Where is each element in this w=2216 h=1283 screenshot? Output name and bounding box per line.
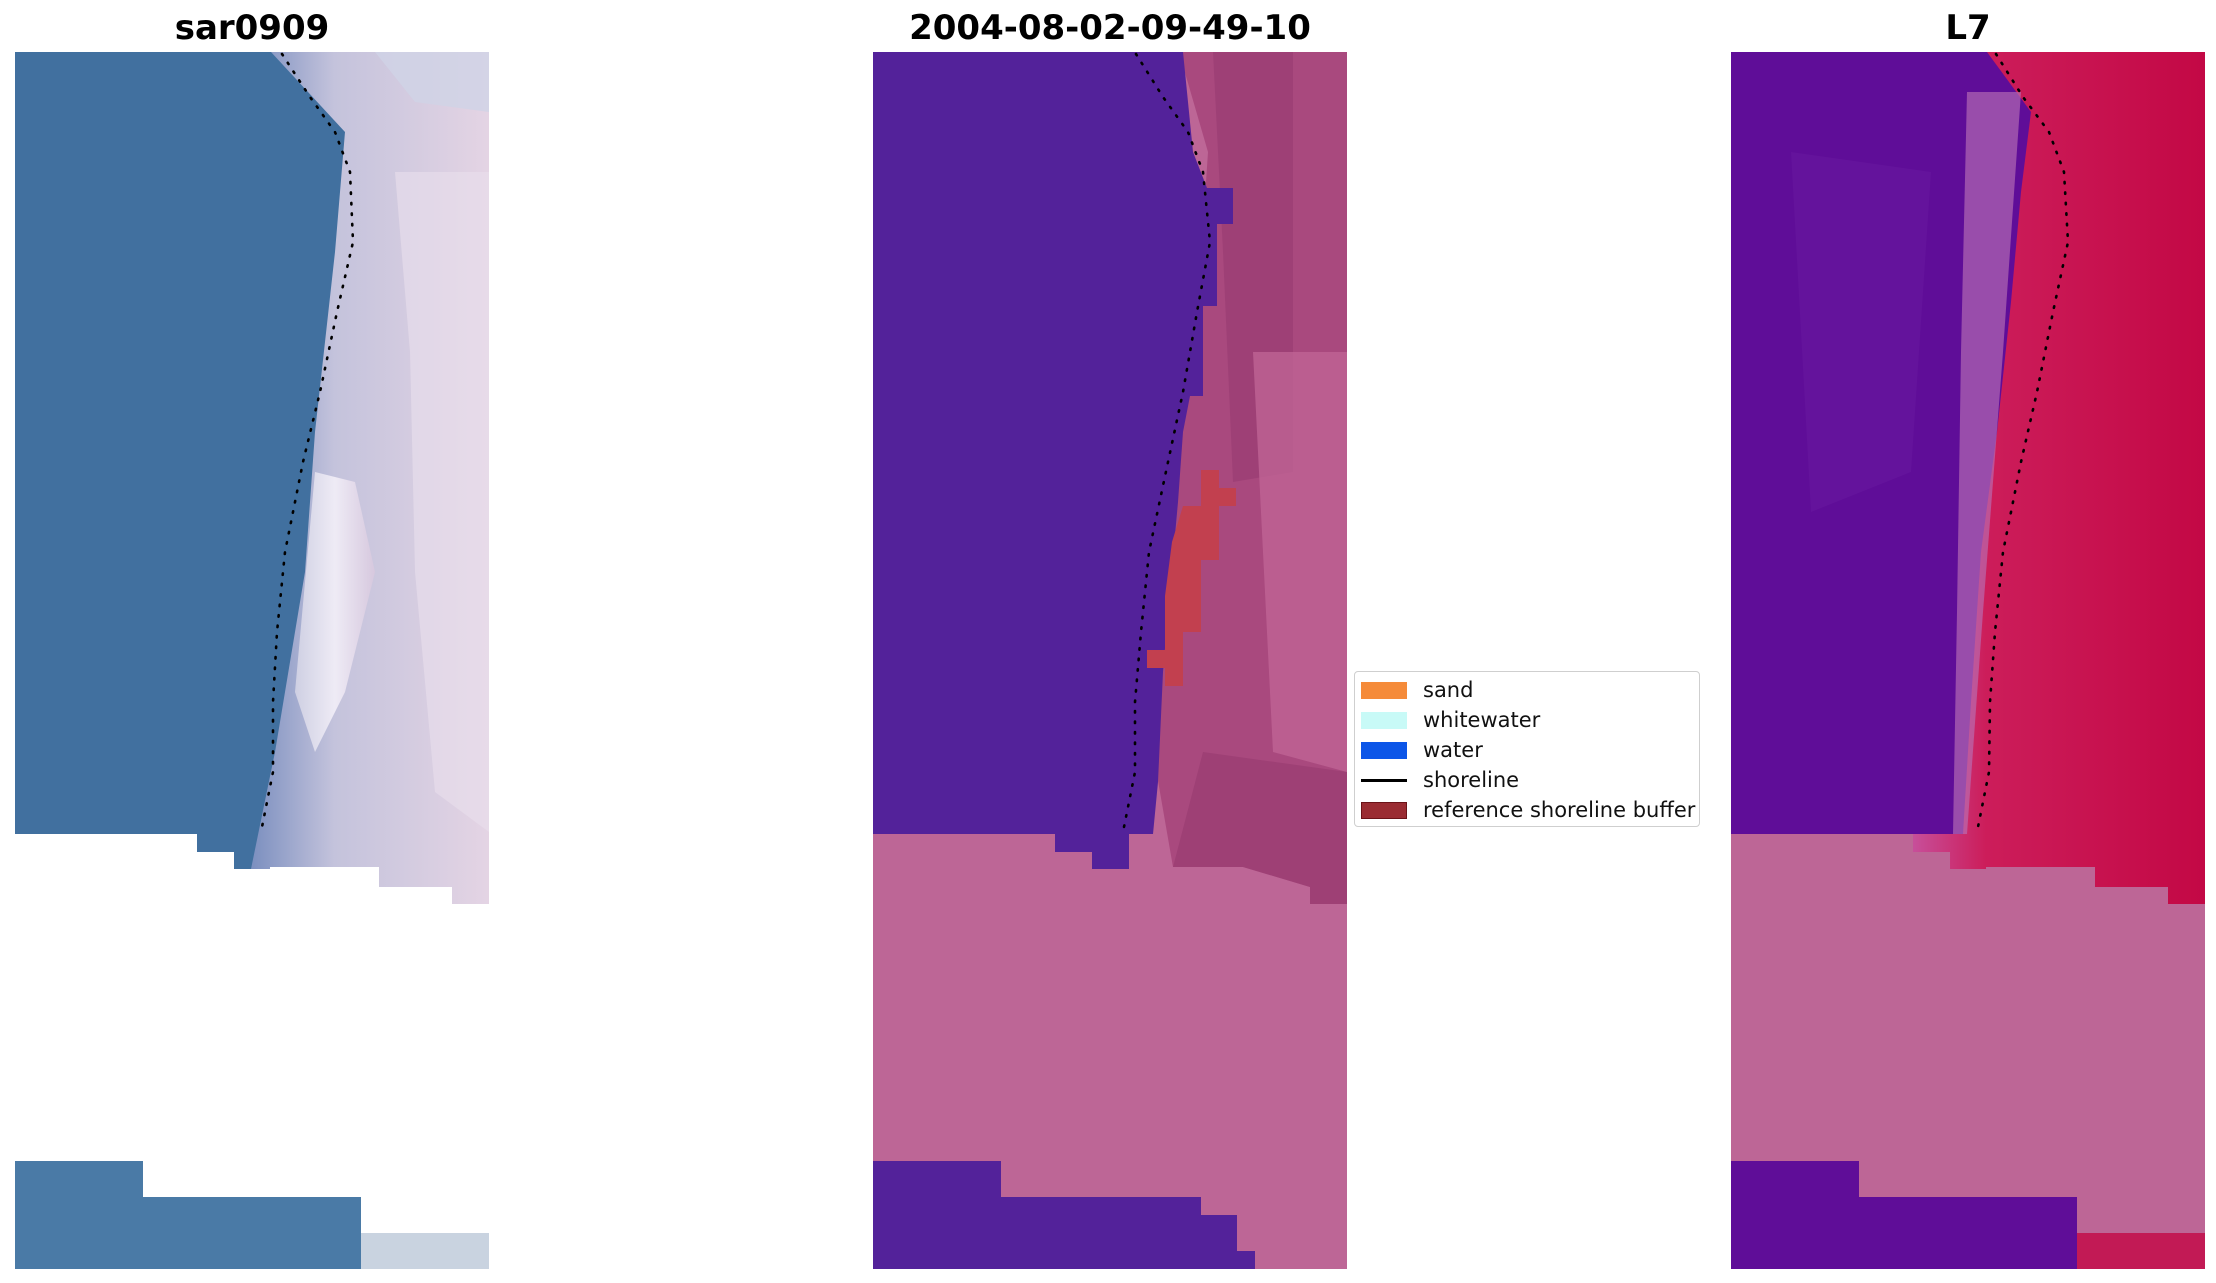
rgb-water-strip-bottom (15, 1161, 489, 1269)
legend-label-water: water (1423, 738, 1483, 762)
panel-title-classified: 2004-08-02-09-49-10 (909, 8, 1311, 48)
buffer-swatch (1361, 801, 1407, 819)
legend: sand whitewater water shoreline referenc… (1354, 671, 1700, 827)
classified-water-area (873, 52, 1255, 1269)
rgb-image-panel (15, 52, 489, 1269)
classified-buffer-area (1147, 470, 1236, 686)
legend-item-water: water (1361, 737, 1483, 763)
rgb-shoreline (259, 52, 355, 834)
rgb-beach-area (251, 52, 489, 904)
legend-item-buffer: reference shoreline buffer (1361, 797, 1695, 823)
classified-image-panel (873, 52, 1347, 1269)
nir-land-area (1913, 52, 2205, 1269)
nir-image-panel (1731, 52, 2205, 1269)
sand-swatch (1361, 681, 1407, 699)
whitewater-swatch (1361, 711, 1407, 729)
panel-title-nir: L7 (1945, 8, 1991, 48)
nir-shoreline (1975, 52, 2070, 834)
shoreline-line-sample (1361, 778, 1407, 782)
legend-item-sand: sand (1361, 677, 1473, 703)
legend-label-sand: sand (1423, 678, 1474, 702)
legend-item-whitewater: whitewater (1361, 707, 1540, 733)
legend-label-buffer: reference shoreline buffer (1423, 798, 1696, 822)
water-swatch (1361, 741, 1407, 759)
panel-title-rgb: sar0909 (174, 8, 330, 48)
legend-label-whitewater: whitewater (1423, 708, 1541, 732)
classified-shoreline (1121, 52, 1212, 834)
nir-lower-masked-area (1731, 834, 2205, 1233)
legend-item-shoreline: shoreline (1361, 767, 1519, 793)
legend-label-shoreline: shoreline (1423, 768, 1520, 792)
